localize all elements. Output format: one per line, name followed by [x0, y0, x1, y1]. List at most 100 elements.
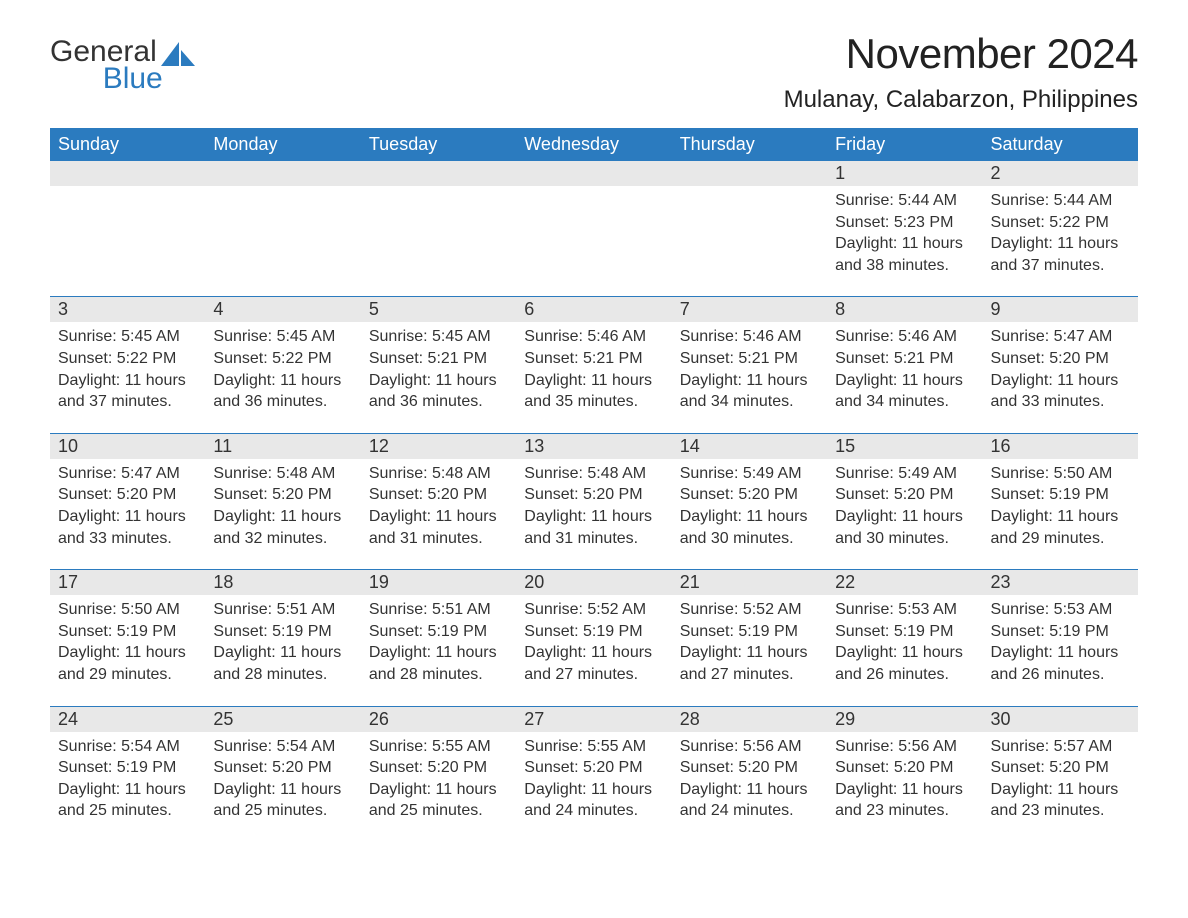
daylight-text: Daylight: 11 hours and 29 minutes.	[58, 642, 197, 685]
daylight-text: Daylight: 11 hours and 25 minutes.	[58, 779, 197, 822]
sunrise-text: Sunrise: 5:45 AM	[58, 326, 197, 348]
location-subtitle: Mulanay, Calabarzon, Philippines	[784, 86, 1138, 114]
calendar-cell: 19Sunrise: 5:51 AMSunset: 5:19 PMDayligh…	[361, 570, 516, 706]
sunrise-text: Sunrise: 5:44 AM	[991, 190, 1130, 212]
calendar-cell: 25Sunrise: 5:54 AMSunset: 5:20 PMDayligh…	[205, 706, 360, 842]
weekday-header: Friday	[827, 129, 982, 161]
daylight-text: Daylight: 11 hours and 29 minutes.	[991, 506, 1130, 549]
day-data: Sunrise: 5:44 AMSunset: 5:22 PMDaylight:…	[983, 186, 1138, 276]
sunset-text: Sunset: 5:20 PM	[58, 484, 197, 506]
day-number: 3	[50, 297, 205, 322]
day-data: Sunrise: 5:56 AMSunset: 5:20 PMDaylight:…	[827, 732, 982, 822]
calendar-cell: 24Sunrise: 5:54 AMSunset: 5:19 PMDayligh…	[50, 706, 205, 842]
calendar-cell: 11Sunrise: 5:48 AMSunset: 5:20 PMDayligh…	[205, 433, 360, 569]
calendar-cell: 20Sunrise: 5:52 AMSunset: 5:19 PMDayligh…	[516, 570, 671, 706]
day-data: Sunrise: 5:48 AMSunset: 5:20 PMDaylight:…	[516, 459, 671, 549]
daylight-text: Daylight: 11 hours and 26 minutes.	[835, 642, 974, 685]
day-number: 27	[516, 707, 671, 732]
day-data: Sunrise: 5:45 AMSunset: 5:22 PMDaylight:…	[205, 322, 360, 412]
calendar-cell: 2Sunrise: 5:44 AMSunset: 5:22 PMDaylight…	[983, 161, 1138, 297]
sunset-text: Sunset: 5:22 PM	[213, 348, 352, 370]
header: General Blue November 2024 Mulanay, Cala…	[50, 30, 1138, 114]
calendar-cell: 13Sunrise: 5:48 AMSunset: 5:20 PMDayligh…	[516, 433, 671, 569]
calendar-cell: 28Sunrise: 5:56 AMSunset: 5:20 PMDayligh…	[672, 706, 827, 842]
day-number: 22	[827, 570, 982, 595]
empty-day-header	[361, 161, 516, 186]
sunset-text: Sunset: 5:20 PM	[991, 757, 1130, 779]
logo-blue-text: Blue	[103, 65, 163, 92]
sunset-text: Sunset: 5:20 PM	[369, 484, 508, 506]
daylight-text: Daylight: 11 hours and 31 minutes.	[524, 506, 663, 549]
daylight-text: Daylight: 11 hours and 34 minutes.	[680, 370, 819, 413]
sunset-text: Sunset: 5:21 PM	[524, 348, 663, 370]
sunset-text: Sunset: 5:22 PM	[991, 212, 1130, 234]
sunrise-text: Sunrise: 5:56 AM	[680, 736, 819, 758]
sunset-text: Sunset: 5:19 PM	[991, 484, 1130, 506]
day-data: Sunrise: 5:47 AMSunset: 5:20 PMDaylight:…	[50, 459, 205, 549]
sunrise-text: Sunrise: 5:47 AM	[58, 463, 197, 485]
day-number: 1	[827, 161, 982, 186]
day-number: 29	[827, 707, 982, 732]
daylight-text: Daylight: 11 hours and 24 minutes.	[524, 779, 663, 822]
sunset-text: Sunset: 5:19 PM	[991, 621, 1130, 643]
calendar-cell: 12Sunrise: 5:48 AMSunset: 5:20 PMDayligh…	[361, 433, 516, 569]
calendar-row: 10Sunrise: 5:47 AMSunset: 5:20 PMDayligh…	[50, 433, 1138, 569]
sunrise-text: Sunrise: 5:53 AM	[835, 599, 974, 621]
sunset-text: Sunset: 5:19 PM	[58, 757, 197, 779]
calendar-cell	[50, 161, 205, 297]
sunrise-text: Sunrise: 5:55 AM	[369, 736, 508, 758]
calendar-cell: 8Sunrise: 5:46 AMSunset: 5:21 PMDaylight…	[827, 297, 982, 433]
daylight-text: Daylight: 11 hours and 38 minutes.	[835, 233, 974, 276]
title-block: November 2024 Mulanay, Calabarzon, Phili…	[784, 30, 1138, 114]
day-number: 13	[516, 434, 671, 459]
sunset-text: Sunset: 5:20 PM	[680, 484, 819, 506]
weekday-header: Wednesday	[516, 129, 671, 161]
day-number: 9	[983, 297, 1138, 322]
calendar-cell: 18Sunrise: 5:51 AMSunset: 5:19 PMDayligh…	[205, 570, 360, 706]
daylight-text: Daylight: 11 hours and 30 minutes.	[680, 506, 819, 549]
sunrise-text: Sunrise: 5:47 AM	[991, 326, 1130, 348]
day-number: 26	[361, 707, 516, 732]
sunset-text: Sunset: 5:19 PM	[524, 621, 663, 643]
day-data: Sunrise: 5:55 AMSunset: 5:20 PMDaylight:…	[516, 732, 671, 822]
day-data: Sunrise: 5:50 AMSunset: 5:19 PMDaylight:…	[983, 459, 1138, 549]
day-data: Sunrise: 5:57 AMSunset: 5:20 PMDaylight:…	[983, 732, 1138, 822]
sunrise-text: Sunrise: 5:48 AM	[213, 463, 352, 485]
day-data: Sunrise: 5:46 AMSunset: 5:21 PMDaylight:…	[827, 322, 982, 412]
calendar-cell	[672, 161, 827, 297]
logo-general-text: General	[50, 38, 157, 65]
sunset-text: Sunset: 5:19 PM	[835, 621, 974, 643]
day-number: 21	[672, 570, 827, 595]
calendar-cell: 7Sunrise: 5:46 AMSunset: 5:21 PMDaylight…	[672, 297, 827, 433]
sunrise-text: Sunrise: 5:52 AM	[680, 599, 819, 621]
sunrise-text: Sunrise: 5:53 AM	[991, 599, 1130, 621]
daylight-text: Daylight: 11 hours and 36 minutes.	[213, 370, 352, 413]
calendar-cell: 21Sunrise: 5:52 AMSunset: 5:19 PMDayligh…	[672, 570, 827, 706]
sunrise-text: Sunrise: 5:57 AM	[991, 736, 1130, 758]
weekday-header: Thursday	[672, 129, 827, 161]
day-data: Sunrise: 5:45 AMSunset: 5:22 PMDaylight:…	[50, 322, 205, 412]
sunrise-text: Sunrise: 5:54 AM	[58, 736, 197, 758]
daylight-text: Daylight: 11 hours and 30 minutes.	[835, 506, 974, 549]
daylight-text: Daylight: 11 hours and 33 minutes.	[991, 370, 1130, 413]
day-number: 7	[672, 297, 827, 322]
day-number: 6	[516, 297, 671, 322]
sunset-text: Sunset: 5:21 PM	[835, 348, 974, 370]
calendar-cell: 29Sunrise: 5:56 AMSunset: 5:20 PMDayligh…	[827, 706, 982, 842]
sunrise-text: Sunrise: 5:46 AM	[835, 326, 974, 348]
day-data: Sunrise: 5:55 AMSunset: 5:20 PMDaylight:…	[361, 732, 516, 822]
sunset-text: Sunset: 5:20 PM	[680, 757, 819, 779]
day-data: Sunrise: 5:54 AMSunset: 5:19 PMDaylight:…	[50, 732, 205, 822]
sunrise-text: Sunrise: 5:45 AM	[369, 326, 508, 348]
day-number: 28	[672, 707, 827, 732]
calendar-cell	[361, 161, 516, 297]
day-data: Sunrise: 5:48 AMSunset: 5:20 PMDaylight:…	[361, 459, 516, 549]
calendar-table: Sunday Monday Tuesday Wednesday Thursday…	[50, 128, 1138, 842]
sunset-text: Sunset: 5:20 PM	[213, 484, 352, 506]
empty-day-header	[672, 161, 827, 186]
day-number: 18	[205, 570, 360, 595]
sunrise-text: Sunrise: 5:45 AM	[213, 326, 352, 348]
day-data: Sunrise: 5:56 AMSunset: 5:20 PMDaylight:…	[672, 732, 827, 822]
day-data: Sunrise: 5:46 AMSunset: 5:21 PMDaylight:…	[516, 322, 671, 412]
daylight-text: Daylight: 11 hours and 28 minutes.	[213, 642, 352, 685]
